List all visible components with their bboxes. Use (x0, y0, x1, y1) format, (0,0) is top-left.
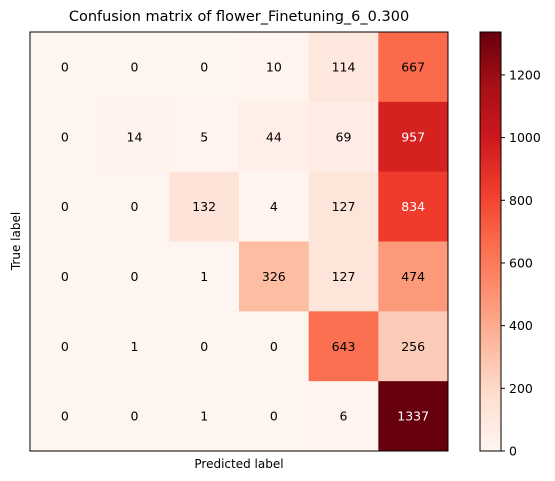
x-axis-label: Predicted label (194, 457, 283, 471)
cell-value-label: 0 (200, 339, 208, 354)
cell-value-label: 834 (401, 199, 425, 214)
cell-value-label: 1 (200, 409, 208, 424)
matrix-cell (99, 381, 170, 452)
matrix-cell (378, 32, 449, 103)
matrix-cell (378, 311, 449, 382)
colorbar-tick-label: 1200 (509, 67, 541, 82)
cell-value-label: 0 (131, 409, 139, 424)
matrix-cell (308, 381, 379, 452)
cell-value-label: 69 (336, 129, 352, 144)
cell-value-label: 326 (262, 269, 286, 284)
chart-title: Confusion matrix of flower_Finetuning_6_… (69, 9, 409, 25)
matrix-cell (308, 171, 379, 242)
matrix-cell (239, 32, 310, 103)
cell-value-label: 1337 (397, 409, 429, 424)
matrix-cell (99, 101, 170, 173)
cell-value-label: 0 (131, 269, 139, 284)
matrix-cell (378, 381, 449, 452)
matrix-cell (239, 381, 310, 452)
cell-value-label: 127 (332, 199, 356, 214)
cell-value-label: 0 (61, 199, 69, 214)
matrix-cell (30, 241, 101, 312)
matrix-cell (169, 311, 240, 382)
matrix-cell (30, 32, 101, 103)
cell-value-label: 0 (131, 199, 139, 214)
cell-value-label: 0 (131, 59, 139, 74)
matrix-cell (169, 381, 240, 452)
matrix-cell (30, 101, 101, 173)
matrix-cell (378, 171, 449, 242)
cell-value-label: 132 (192, 199, 216, 214)
matrix-cell (239, 311, 310, 382)
matrix-cell (378, 241, 449, 312)
matrix-cell (30, 311, 101, 382)
cell-value-label: 667 (401, 59, 425, 74)
matrix-cell (30, 381, 101, 452)
matrix-cell (308, 241, 379, 312)
colorbar-tick-label: 1000 (509, 130, 541, 145)
cell-value-label: 4 (270, 199, 278, 214)
cell-value-label: 10 (266, 59, 282, 74)
matrix-cell (99, 32, 170, 103)
cell-value-label: 44 (266, 129, 282, 144)
colorbar-tick-label: 400 (509, 318, 533, 333)
colorbar (479, 31, 502, 452)
colorbar-tick-label: 0 (509, 444, 517, 459)
matrix-cell (239, 171, 310, 242)
matrix-cell (99, 171, 170, 242)
matrix-cell (99, 241, 170, 312)
colorbar-ticks: 0 200 400 600 800 1000 1200 (501, 67, 541, 459)
matrix-cell (308, 311, 379, 382)
matrix-cell (169, 101, 240, 173)
cell-value-label: 0 (61, 59, 69, 74)
cell-value-label: 957 (401, 129, 425, 144)
colorbar-tick-label: 600 (509, 255, 533, 270)
matrix-cell (169, 32, 240, 103)
matrix-cell (308, 32, 379, 103)
matrix-cell (99, 311, 170, 382)
cell-value-label: 0 (61, 129, 69, 144)
cell-value-label: 14 (127, 129, 143, 144)
cell-value-label: 114 (332, 59, 356, 74)
cell-value-label: 0 (200, 59, 208, 74)
matrix-cell (239, 101, 310, 173)
cell-value-label: 1 (200, 269, 208, 284)
y-axis-label: True label (9, 212, 23, 271)
cell-value-label: 0 (61, 269, 69, 284)
cell-value-label: 256 (401, 339, 425, 354)
colorbar-tick-label: 800 (509, 193, 533, 208)
matrix-cell (169, 171, 240, 242)
matrix-cell (30, 171, 101, 242)
matrix-cell (169, 241, 240, 312)
cell-value-label: 0 (270, 409, 278, 424)
matrix-cell (239, 241, 310, 312)
matrix-cell (378, 101, 449, 173)
matrix-cell (308, 101, 379, 173)
cell-value-label: 0 (270, 339, 278, 354)
cell-value-label: 643 (332, 339, 356, 354)
cell-value-label: 0 (61, 409, 69, 424)
matrix-frame (29, 31, 449, 452)
cell-value-label: 0 (61, 339, 69, 354)
cell-value-label: 6 (340, 409, 348, 424)
cell-value-label: 5 (200, 129, 208, 144)
cell-value-label: 474 (401, 269, 425, 284)
cell-value-label: 1 (131, 339, 139, 354)
cell-value-label: 127 (332, 269, 356, 284)
colorbar-tick-label: 200 (509, 381, 533, 396)
